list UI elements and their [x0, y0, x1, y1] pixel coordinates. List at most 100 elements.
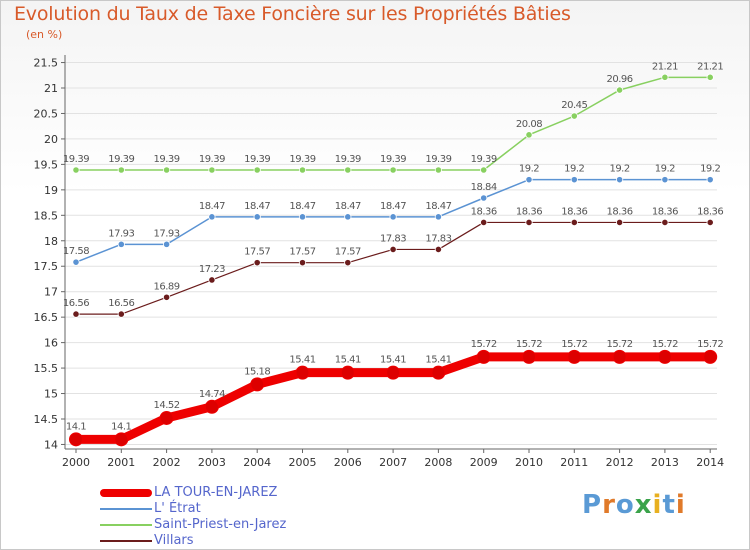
grid-lines — [65, 62, 717, 445]
x-tick-label: 2006 — [334, 456, 362, 469]
data-label: 19.2 — [655, 164, 675, 175]
data-label: 18.47 — [244, 201, 270, 212]
data-point — [434, 213, 442, 221]
data-point — [117, 310, 125, 318]
y-tick-label: 16.5 — [34, 311, 59, 324]
data-label: 18.36 — [652, 206, 678, 217]
x-tick-label: 2008 — [424, 456, 452, 469]
y-tick-label: 19.5 — [34, 158, 59, 171]
y-tick-label: 16 — [44, 337, 58, 350]
data-label: 19.39 — [108, 154, 134, 165]
data-label: 20.96 — [607, 74, 633, 85]
data-point — [298, 213, 307, 221]
data-label: 19.2 — [564, 164, 584, 175]
data-label: 19.39 — [154, 154, 180, 165]
data-label: 16.56 — [63, 298, 89, 309]
x-tick-label: 2010 — [515, 456, 543, 469]
legend-swatch — [100, 489, 152, 497]
logo-letter: P — [582, 490, 603, 520]
data-point — [253, 166, 261, 174]
data-point — [72, 258, 80, 266]
series-group — [69, 73, 718, 447]
data-point — [570, 218, 578, 227]
data-label: 19.39 — [63, 154, 89, 165]
data-point — [208, 166, 216, 174]
data-point — [163, 293, 171, 301]
data-label: 19.39 — [244, 154, 270, 165]
data-point — [434, 245, 442, 254]
data-label: 19.39 — [380, 154, 406, 165]
data-point — [431, 365, 446, 380]
legend-label: Villars — [154, 533, 194, 548]
y-tick-label: 21 — [44, 82, 58, 95]
data-label: 18.36 — [697, 206, 723, 217]
data-label: 15.41 — [380, 355, 406, 366]
x-tick-label: 2002 — [153, 456, 181, 469]
y-tick-label: 14 — [44, 438, 58, 451]
y-tick-label: 20 — [44, 133, 58, 146]
data-point — [298, 166, 307, 174]
data-label: 19.39 — [425, 154, 451, 165]
x-tick-label: 2007 — [379, 456, 407, 469]
data-label: 19.2 — [519, 164, 539, 175]
data-label: 15.41 — [425, 355, 451, 366]
data-point — [706, 73, 714, 81]
data-point — [525, 176, 533, 184]
data-label: 18.47 — [335, 201, 361, 212]
legend-label: LA TOUR-EN-JAREZ — [154, 485, 278, 500]
data-point — [114, 432, 129, 447]
logo-letter: t — [662, 490, 676, 520]
data-label: 17.58 — [63, 246, 89, 257]
data-point — [298, 259, 307, 267]
data-label: 17.57 — [244, 247, 270, 258]
x-tick-label: 2003 — [198, 456, 226, 469]
data-point — [525, 131, 533, 139]
data-point — [295, 365, 310, 380]
data-point — [389, 245, 397, 254]
data-point — [72, 310, 80, 318]
data-label: 18.36 — [516, 206, 542, 217]
data-point — [389, 166, 397, 174]
data-point — [253, 259, 261, 267]
data-label: 14.1 — [111, 421, 131, 432]
data-point — [434, 166, 442, 174]
unit-label: (en %) — [26, 28, 63, 41]
x-tick-label: 2011 — [560, 456, 588, 469]
data-point — [69, 432, 83, 447]
logo-letter: i — [652, 490, 663, 520]
data-point — [208, 213, 216, 221]
data-label: 18.47 — [289, 201, 315, 212]
legend-swatch — [100, 524, 152, 526]
data-point — [615, 176, 624, 184]
x-tick-label: 2001 — [107, 456, 135, 469]
data-point — [615, 218, 624, 227]
data-point — [703, 349, 718, 364]
data-label: 21.21 — [697, 61, 723, 72]
data-label: 17.83 — [425, 233, 451, 244]
data-label: 15.72 — [561, 339, 587, 350]
data-point — [661, 176, 669, 184]
y-tick-label: 15.5 — [34, 362, 59, 375]
data-labels: 16.56 16.56 16.89 17.23 17.57 17.57 17.57 17.83… — [63, 61, 724, 432]
y-tick-label: 14.5 — [34, 413, 59, 426]
data-label: 20.45 — [561, 100, 587, 111]
logo-letter: x — [634, 490, 653, 520]
logo-letter: o — [615, 490, 635, 520]
data-point — [253, 213, 261, 221]
data-point — [480, 194, 488, 202]
data-label: 15.72 — [652, 339, 678, 350]
x-tick-label: 2014 — [696, 456, 724, 469]
data-label: 18.36 — [471, 206, 497, 217]
data-label: 18.36 — [561, 206, 587, 217]
data-label: 15.72 — [516, 339, 542, 350]
data-point — [208, 276, 216, 284]
data-point — [72, 166, 80, 174]
data-point — [117, 240, 125, 248]
logo-letter: i — [675, 490, 686, 520]
data-label: 19.39 — [289, 154, 315, 165]
data-point — [661, 218, 669, 227]
data-label: 18.47 — [425, 201, 451, 212]
data-label: 18.84 — [471, 182, 497, 193]
data-label: 14.52 — [154, 400, 180, 411]
